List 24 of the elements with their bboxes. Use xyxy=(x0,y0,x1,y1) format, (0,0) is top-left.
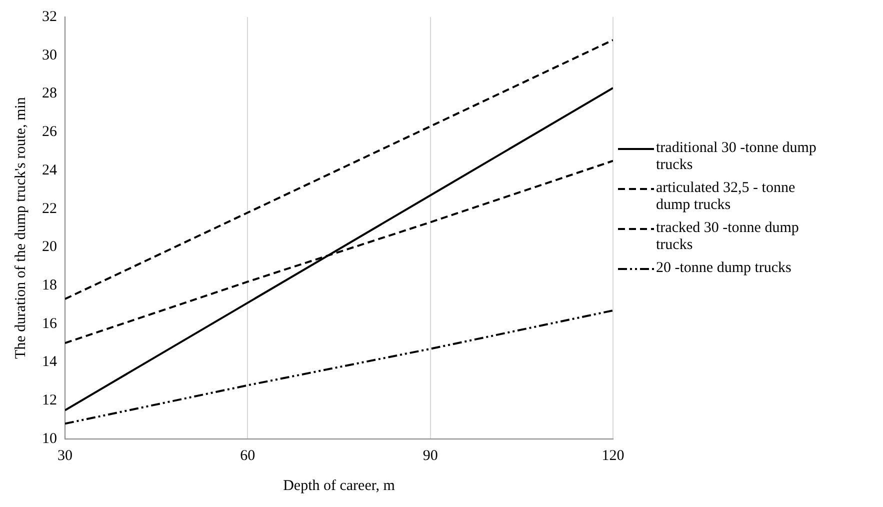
y-tick-label: 28 xyxy=(42,86,57,102)
y-tick-label: 12 xyxy=(42,392,57,409)
y-tick-label: 22 xyxy=(42,200,57,217)
y-tick-label: 20 xyxy=(42,239,57,256)
y-tick-label: 32 xyxy=(42,8,57,25)
x-tick-label: 30 xyxy=(58,448,72,464)
legend-label: tracked 30 -tonne dump trucks xyxy=(656,220,800,254)
y-tick-label: 26 xyxy=(42,124,58,140)
legend-label: articulated 32,5 - tonne dump trucks xyxy=(656,180,796,214)
y-tick-label: 30 xyxy=(42,47,57,64)
y-axis-title: The duration of the dump truck's route, min xyxy=(12,96,29,359)
legend-label: 20 -tonne dump trucks xyxy=(656,260,792,277)
y-tick-label: 14 xyxy=(42,354,58,370)
y-tick-label: 18 xyxy=(42,277,57,294)
x-tick-label: 60 xyxy=(240,448,256,464)
y-tick-label: 24 xyxy=(42,162,58,178)
x-axis-title: Depth of career, m xyxy=(283,478,396,494)
y-tick-label: 16 xyxy=(42,316,58,332)
x-tick-label: 120 xyxy=(602,448,624,464)
x-tick-label: 90 xyxy=(422,448,438,464)
y-tick-label: 10 xyxy=(42,430,57,447)
line-series xyxy=(65,39,613,300)
legend-label: traditional 30 -tonne dump trucks xyxy=(656,140,818,174)
line-series xyxy=(65,309,613,425)
